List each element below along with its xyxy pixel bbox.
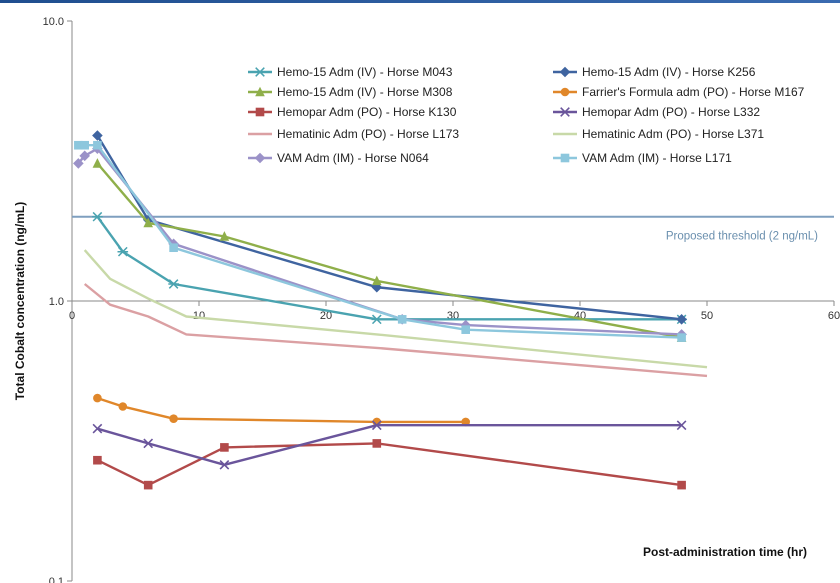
top-border xyxy=(0,0,840,3)
legend-item: Hemo-15 Adm (IV) - Horse K256 xyxy=(553,65,756,79)
data-point xyxy=(74,140,83,150)
series-10 xyxy=(74,140,686,342)
threshold-label: Proposed threshold (2 ng/mL) xyxy=(666,231,818,243)
data-point xyxy=(677,480,686,490)
legend-label: Hemo-15 Adm (IV) - Horse M043 xyxy=(277,65,453,79)
series-line xyxy=(83,283,708,378)
legend-label: Hemopar Adm (PO) - Horse K130 xyxy=(277,105,457,119)
legend-item: Hemo-15 Adm (IV) - Horse M043 xyxy=(248,65,453,79)
data-point xyxy=(219,231,230,241)
legend-label: Farrier's Formula adm (PO) - Horse M167 xyxy=(582,85,805,99)
x-axis-title: Post-administration time (hr) xyxy=(643,545,807,559)
data-point xyxy=(461,325,470,334)
legend-marker xyxy=(560,153,570,163)
data-point xyxy=(92,423,103,434)
data-point xyxy=(143,438,154,449)
data-point xyxy=(92,130,103,141)
legend-item: Hematinic Adm (PO) - Horse L173 xyxy=(248,127,459,141)
data-point xyxy=(118,402,128,411)
legend-label: Hematinic Adm (PO) - Horse L173 xyxy=(277,127,459,141)
data-point xyxy=(371,314,383,325)
legend-label: Hematinic Adm (PO) - Horse L371 xyxy=(582,127,764,141)
x-tick-label: 50 xyxy=(701,310,713,322)
series-line xyxy=(83,249,708,369)
legend-item: Hemopar Adm (PO) - Horse L332 xyxy=(553,105,760,119)
data-point xyxy=(677,333,686,342)
legend-item: Farrier's Formula adm (PO) - Horse M167 xyxy=(553,85,805,99)
legend: Hemo-15 Adm (IV) - Horse M043 Hemo-15 Adm… xyxy=(248,65,805,165)
x-tick-label: 10 xyxy=(193,310,205,322)
y-tick-label: 0.1 xyxy=(49,576,64,583)
legend-item: Hemopar Adm (PO) - Horse K130 xyxy=(248,105,457,119)
series-4 xyxy=(93,393,471,427)
axes: 10.01.00.10 10 20 30 40 50 60 xyxy=(43,16,840,583)
legend-item: VAM Adm (IM) - Horse L171 xyxy=(553,151,732,165)
x-tick-label: 60 xyxy=(828,310,840,322)
legend-marker xyxy=(559,66,571,78)
data-point xyxy=(372,439,382,448)
data-point xyxy=(80,140,89,150)
data-point xyxy=(676,420,687,431)
data-point xyxy=(93,140,102,150)
legend-label: Hemo-15 Adm (IV) - Horse K256 xyxy=(582,65,756,79)
legend-item: Hematinic Adm (PO) - Horse L371 xyxy=(553,127,764,141)
series-line xyxy=(96,215,682,321)
data-point xyxy=(372,275,382,286)
series-1 xyxy=(92,211,687,325)
legend-marker xyxy=(255,107,265,117)
legend-marker xyxy=(254,67,266,77)
data-point xyxy=(676,314,687,325)
data-point xyxy=(73,158,84,169)
series-7 xyxy=(83,283,708,378)
data-point xyxy=(93,393,102,403)
y-tick-label: 1.0 xyxy=(49,296,64,308)
legend-label: VAM Adm (IM) - Horse L171 xyxy=(582,151,732,165)
series-line xyxy=(97,396,466,424)
legend-marker xyxy=(560,87,570,97)
y-axis-title: Total Cobalt concentration (ng/mL) xyxy=(13,202,27,400)
data-point xyxy=(93,455,102,465)
legend-marker xyxy=(560,107,570,117)
legend-item: VAM Adm (IM) - Horse N064 xyxy=(248,151,429,165)
data-point xyxy=(143,217,153,228)
series-6 xyxy=(92,420,687,470)
legend-label: VAM Adm (IM) - Horse N064 xyxy=(277,151,429,165)
data-point xyxy=(92,158,103,168)
data-point xyxy=(397,315,407,324)
series-layer xyxy=(73,130,708,490)
data-point xyxy=(92,211,103,222)
legend-marker xyxy=(254,152,266,164)
x-tick-label: 20 xyxy=(320,310,332,322)
data-point xyxy=(168,279,179,289)
series-3 xyxy=(92,158,687,342)
legend-marker xyxy=(255,86,265,97)
data-point xyxy=(371,420,382,431)
data-point xyxy=(117,246,129,257)
data-point xyxy=(460,319,471,331)
y-tick-label: 10.0 xyxy=(43,16,64,28)
series-line xyxy=(96,442,682,487)
data-point xyxy=(371,281,383,293)
data-point xyxy=(79,150,90,162)
x-tick-label: 0 xyxy=(69,310,75,322)
legend-label: Hemo-15 Adm (IV) - Horse M308 xyxy=(277,85,453,99)
data-point xyxy=(220,443,229,452)
legend-label: Hemopar Adm (PO) - Horse L332 xyxy=(582,105,760,119)
data-point xyxy=(219,459,230,470)
series-5 xyxy=(93,439,686,490)
series-8 xyxy=(83,249,708,369)
data-point xyxy=(169,414,178,423)
data-point xyxy=(169,243,178,253)
legend-item: Hemo-15 Adm (IV) - Horse M308 xyxy=(248,85,453,99)
data-point xyxy=(143,480,153,490)
